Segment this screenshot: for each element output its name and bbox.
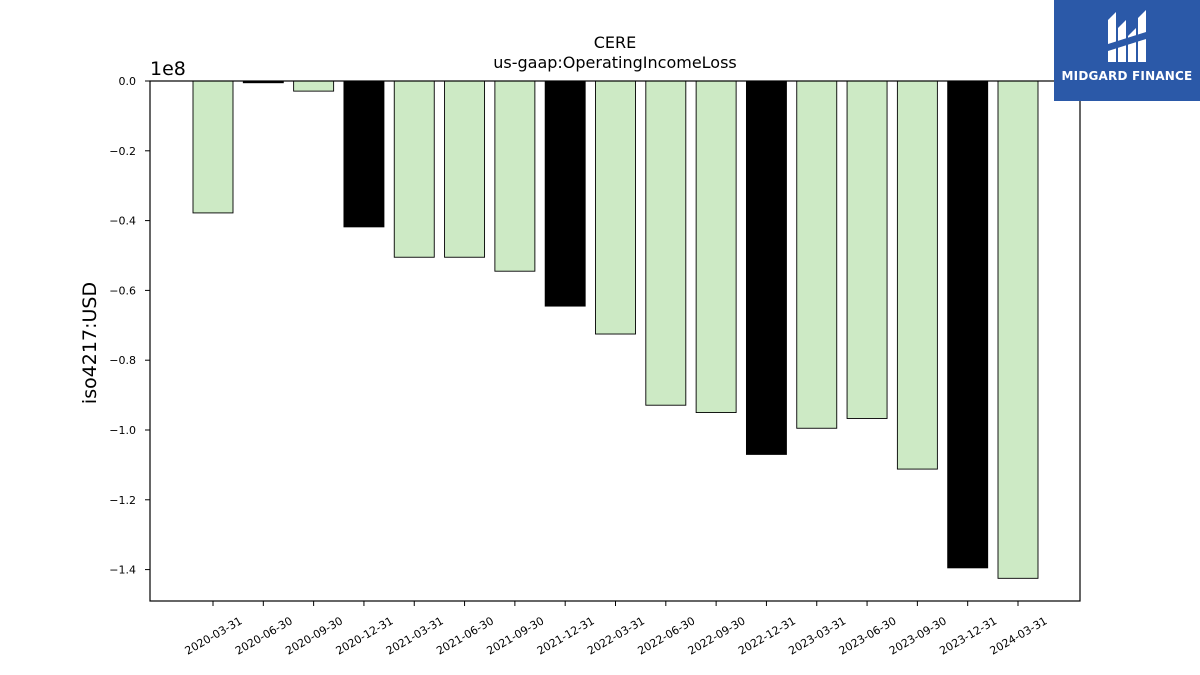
- bar-2020-09-30: [293, 80, 335, 92]
- bar-2023-12-31: [947, 80, 989, 569]
- y-tick-label: 0.0: [119, 75, 137, 88]
- chart-title: CERE: [594, 33, 637, 52]
- y-tick-label: −0.6: [109, 284, 136, 297]
- plot-frame: [149, 80, 1081, 602]
- bar-2022-12-31: [745, 80, 787, 455]
- y-axis-label: iso4217:USD: [79, 282, 101, 404]
- bar-2020-12-31: [343, 80, 385, 228]
- x-tick-label: 2024-03-31: [988, 614, 1050, 657]
- chart-subtitle: us-gaap:OperatingIncomeLoss: [493, 53, 737, 72]
- y-axis: 0.0 −0.2 −0.4 −0.6 −0.8 −1.0 −1.2 −1.4: [109, 75, 150, 577]
- logo-text: MIDGARD FINANCE: [1061, 69, 1193, 83]
- midgard-logo-icon: [1108, 10, 1146, 62]
- y-tick-label: −0.4: [109, 215, 136, 228]
- x-axis: 2020-03-312020-06-302020-09-302020-12-31…: [183, 601, 1050, 658]
- bar-2020-03-31: [192, 80, 234, 214]
- bar-2023-03-31: [796, 80, 838, 429]
- bar-2021-03-31: [393, 80, 435, 258]
- y-offset-label: 1e8: [150, 58, 186, 80]
- midgard-finance-logo: MIDGARD FINANCE: [1054, 0, 1200, 101]
- bar-2021-12-31: [544, 80, 586, 307]
- bar-2021-06-30: [444, 80, 486, 258]
- bar-2022-09-30: [695, 80, 737, 413]
- y-tick-label: −1.4: [109, 564, 136, 577]
- y-tick-label: −1.2: [109, 494, 136, 507]
- bar-2023-09-30: [896, 80, 938, 470]
- y-tick-label: −0.8: [109, 354, 136, 367]
- bar-2023-06-30: [846, 80, 888, 419]
- bar-2022-03-31: [595, 80, 636, 335]
- bar-2024-03-31: [997, 80, 1039, 579]
- y-tick-label: −1.0: [109, 424, 136, 437]
- bars-layer: [192, 80, 1039, 579]
- bar-2021-09-30: [494, 80, 536, 272]
- y-tick-label: −0.2: [109, 145, 136, 158]
- bar-2022-06-30: [645, 80, 687, 406]
